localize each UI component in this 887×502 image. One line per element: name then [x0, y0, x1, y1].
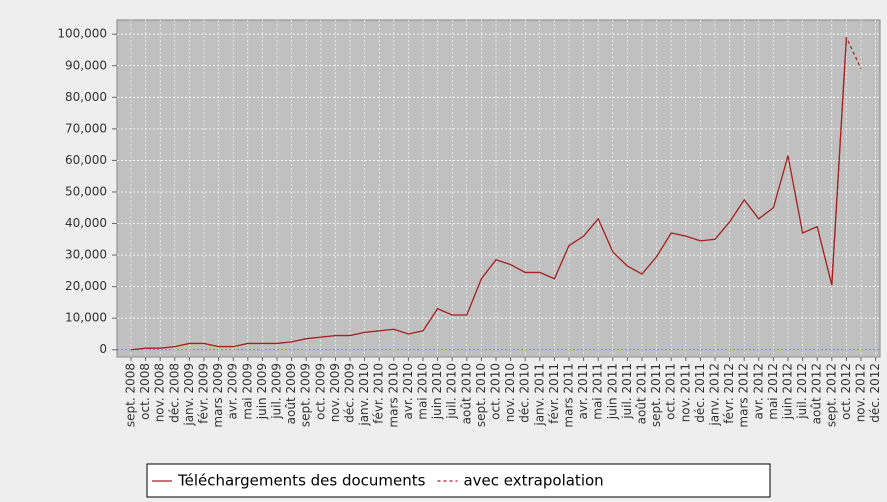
- x-tick-label: nov. 2010: [503, 363, 517, 422]
- x-tick-label: avr. 2011: [576, 363, 590, 419]
- x-tick-label: déc. 2010: [518, 363, 532, 423]
- x-tick-label: avr. 2010: [401, 363, 415, 419]
- x-tick-label: janv. 2011: [532, 363, 546, 427]
- series-line: [130, 37, 848, 351]
- y-tick-label: 20,000: [65, 279, 107, 293]
- x-tick-label: déc. 2009: [343, 363, 357, 423]
- x-tick-label: août 2011: [635, 363, 649, 424]
- y-tick-label: 60,000: [65, 153, 107, 167]
- x-tick-label: mai 2011: [591, 363, 605, 420]
- x-tick-label: nov. 2011: [678, 363, 692, 422]
- x-tick-label: juil. 2009: [270, 363, 284, 420]
- y-tick-label: 80,000: [65, 90, 107, 104]
- legend-label: Téléchargements des documents: [177, 472, 426, 490]
- x-tick-label: janv. 2010: [357, 363, 371, 427]
- x-tick-label: juin 2010: [430, 363, 444, 420]
- x-tick-label: nov. 2008: [153, 363, 167, 422]
- x-tick-label: mars 2009: [211, 363, 225, 428]
- x-tick-label: janv. 2012: [708, 363, 722, 427]
- x-tick-label: juin 2009: [255, 363, 269, 420]
- y-tick-label: 10,000: [65, 311, 107, 325]
- series-line: [831, 37, 862, 286]
- plot-area: [116, 19, 881, 358]
- x-tick-label: nov. 2012: [854, 363, 868, 422]
- x-tick-label: févr. 2009: [197, 363, 211, 424]
- y-tick-label: 70,000: [65, 121, 107, 135]
- x-tick-label: avr. 2009: [226, 363, 240, 419]
- legend: [146, 463, 771, 498]
- x-tick-label: mars 2010: [386, 363, 400, 428]
- y-tick-label: 0: [99, 342, 107, 356]
- y-tick-label: 100,000: [57, 27, 107, 41]
- y-tick-label: 40,000: [65, 216, 107, 230]
- x-tick-label: oct. 2010: [489, 363, 503, 420]
- x-tick-label: oct. 2012: [839, 363, 853, 420]
- x-tick-label: sept. 2011: [649, 363, 663, 427]
- x-tick-label: juin 2011: [605, 363, 619, 420]
- x-tick-label: sept. 2008: [124, 363, 138, 427]
- x-tick-label: août 2012: [810, 363, 824, 424]
- x-tick-label: août 2009: [284, 363, 298, 424]
- y-tick-label: 90,000: [65, 58, 107, 72]
- x-tick-label: févr. 2011: [547, 363, 561, 424]
- legend-label: avec extrapolation: [463, 472, 603, 490]
- x-tick-label: sept. 2009: [299, 363, 313, 427]
- x-tick-label: juil. 2010: [445, 363, 459, 420]
- x-tick-label: mai 2010: [416, 363, 430, 420]
- y-tick-label: 50,000: [65, 184, 107, 198]
- x-tick-label: déc. 2012: [868, 363, 882, 423]
- x-tick-label: juil. 2012: [795, 363, 809, 420]
- x-tick-label: nov. 2009: [328, 363, 342, 422]
- x-tick-label: juin 2012: [781, 363, 795, 420]
- x-tick-label: août 2010: [459, 363, 473, 424]
- x-tick-label: déc. 2008: [167, 363, 181, 423]
- x-tick-label: sept. 2010: [474, 363, 488, 427]
- x-tick-label: oct. 2011: [664, 363, 678, 420]
- x-tick-label: mars 2012: [737, 363, 751, 428]
- x-tick-label: févr. 2010: [372, 363, 386, 424]
- x-tick-label: mai 2009: [240, 363, 254, 420]
- y-tick-label: 30,000: [65, 248, 107, 262]
- x-tick-label: déc. 2011: [693, 363, 707, 423]
- x-tick-label: juil. 2011: [620, 363, 634, 420]
- x-tick-label: janv. 2009: [182, 363, 196, 427]
- x-tick-label: mars 2011: [562, 363, 576, 428]
- x-tick-label: oct. 2008: [138, 363, 152, 420]
- x-tick-label: avr. 2012: [751, 363, 765, 419]
- x-tick-label: mai 2012: [766, 363, 780, 420]
- x-tick-label: sept. 2012: [824, 363, 838, 427]
- x-tick-label: oct. 2009: [313, 363, 327, 420]
- x-tick-label: févr. 2012: [722, 363, 736, 424]
